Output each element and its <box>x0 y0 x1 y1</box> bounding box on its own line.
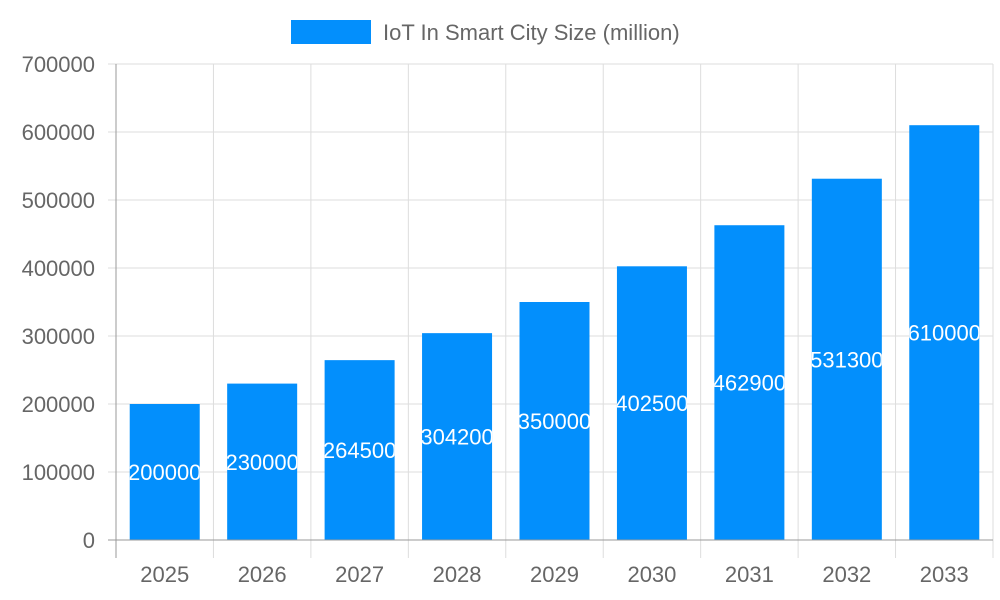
grid <box>108 63 994 558</box>
bar <box>324 360 395 540</box>
legend-label: IoT In Smart City Size (million) <box>383 20 680 45</box>
bar <box>129 404 200 540</box>
y-tick-label: 0 <box>83 528 95 553</box>
bar <box>227 383 298 540</box>
x-tick-label: 2030 <box>627 562 676 587</box>
bar <box>616 266 687 540</box>
y-tick-label: 100000 <box>22 460 95 485</box>
bar-data-label: 350000 <box>518 409 591 434</box>
bar-data-label: 462900 <box>713 371 786 396</box>
x-tick-label: 2032 <box>822 562 871 587</box>
bars: 200000 230000 264500 304200 350000 402500 4629… <box>128 125 981 540</box>
x-tick-label: 2033 <box>920 562 969 587</box>
bar-data-label: 610000 <box>908 321 981 346</box>
bar <box>909 125 980 540</box>
legend[interactable]: IoT In Smart City Size (million) <box>291 20 680 45</box>
y-tick-label: 200000 <box>22 392 95 417</box>
x-tick-label: 2027 <box>335 562 384 587</box>
bar-data-label: 230000 <box>225 450 298 475</box>
bar <box>811 178 882 540</box>
y-tick-label: 600000 <box>22 120 95 145</box>
y-tick-label: 500000 <box>22 188 95 213</box>
bar-data-label: 531300 <box>810 347 883 372</box>
x-tick-label: 2025 <box>140 562 189 587</box>
y-tick-label: 400000 <box>22 256 95 281</box>
bar-data-label: 402500 <box>615 391 688 416</box>
x-tick-label: 2026 <box>238 562 287 587</box>
bar-data-label: 200000 <box>128 460 201 485</box>
x-tick-label: 2029 <box>530 562 579 587</box>
bar <box>519 302 590 540</box>
bar <box>714 225 785 540</box>
x-tick-label: 2028 <box>433 562 482 587</box>
bar-data-label: 264500 <box>323 438 396 463</box>
x-tick-label: 2031 <box>725 562 774 587</box>
bar <box>422 333 493 540</box>
axes: 0 100000 200000 300000 400000 500000 600000 700… <box>22 52 993 587</box>
y-tick-label: 300000 <box>22 324 95 349</box>
y-tick-label: 700000 <box>22 52 95 77</box>
bar-data-label: 304200 <box>420 425 493 450</box>
legend-swatch <box>291 20 371 44</box>
